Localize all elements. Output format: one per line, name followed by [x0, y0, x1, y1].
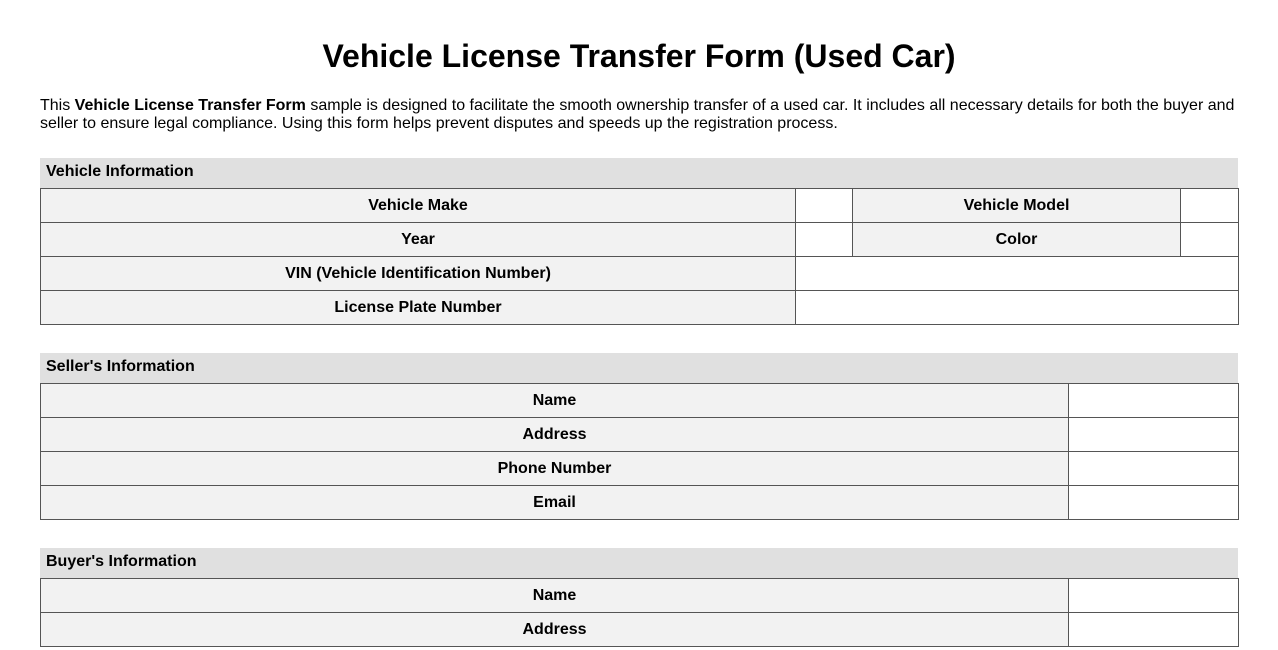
table-row: Year Color: [40, 222, 1239, 257]
buyer-name-field[interactable]: [1068, 578, 1239, 613]
table-row: Name: [40, 383, 1239, 418]
table-row: Address: [40, 612, 1239, 647]
seller-section: Seller's Information Name Address Phone …: [40, 353, 1239, 520]
buyer-address-field[interactable]: [1068, 612, 1239, 647]
table-row: VIN (Vehicle Identification Number): [40, 256, 1239, 291]
buyer-table: Name Address: [40, 578, 1239, 647]
seller-email-field[interactable]: [1068, 485, 1239, 520]
label-seller-phone: Phone Number: [40, 451, 1069, 486]
label-make: Vehicle Make: [40, 188, 796, 223]
label-seller-email: Email: [40, 485, 1069, 520]
label-color: Color: [852, 222, 1181, 257]
make-field[interactable]: [795, 188, 853, 223]
table-row: Email: [40, 485, 1239, 520]
label-model: Vehicle Model: [852, 188, 1181, 223]
section-heading: Seller's Information: [40, 353, 1238, 383]
vin-field[interactable]: [795, 256, 1239, 291]
intro-paragraph: This Vehicle License Transfer Form sampl…: [40, 97, 1238, 133]
label-year: Year: [40, 222, 796, 257]
vehicle-section: Vehicle Information Vehicle Make Vehicle…: [40, 158, 1239, 325]
year-field[interactable]: [795, 222, 853, 257]
page-title: Vehicle License Transfer Form (Used Car): [322, 38, 956, 74]
table-row: Name: [40, 578, 1239, 613]
section-heading: Vehicle Information: [40, 158, 1238, 188]
table-row: License Plate Number: [40, 290, 1239, 325]
seller-name-field[interactable]: [1068, 383, 1239, 418]
label-buyer-name: Name: [40, 578, 1069, 613]
label-seller-name: Name: [40, 383, 1069, 418]
seller-phone-field[interactable]: [1068, 451, 1239, 486]
intro-bold: Vehicle License Transfer Form: [74, 97, 306, 114]
plate-field[interactable]: [795, 290, 1239, 325]
table-row: Vehicle Make Vehicle Model: [40, 188, 1239, 223]
label-vin: VIN (Vehicle Identification Number): [40, 256, 796, 291]
table-row: Address: [40, 417, 1239, 452]
label-plate: License Plate Number: [40, 290, 796, 325]
vehicle-table: Vehicle Make Vehicle Model Year Color VI…: [40, 188, 1239, 325]
section-heading: Buyer's Information: [40, 548, 1238, 578]
color-field[interactable]: [1180, 222, 1239, 257]
label-buyer-address: Address: [40, 612, 1069, 647]
model-field[interactable]: [1180, 188, 1239, 223]
intro-suffix: sample is designed to facilitate the smo…: [40, 97, 1235, 132]
seller-address-field[interactable]: [1068, 417, 1239, 452]
label-seller-address: Address: [40, 417, 1069, 452]
intro-prefix: This: [40, 97, 75, 114]
table-row: Phone Number: [40, 451, 1239, 486]
buyer-section: Buyer's Information Name Address: [40, 548, 1239, 647]
seller-table: Name Address Phone Number Email: [40, 383, 1239, 520]
